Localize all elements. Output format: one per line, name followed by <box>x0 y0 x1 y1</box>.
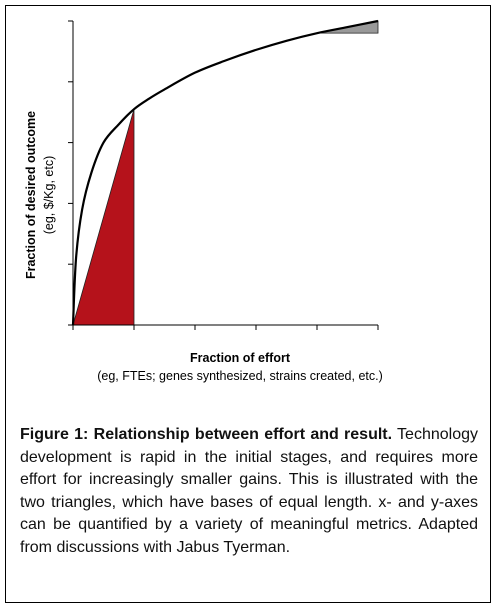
y-axis-label: Fraction of desired outcome (eg, $/Kg, e… <box>22 45 62 345</box>
figure-caption: Figure 1: Relationship between effort an… <box>20 424 478 559</box>
curve-layer <box>71 19 379 326</box>
x-axis-subtitle: (eg, FTEs; genes synthesized, strains cr… <box>97 369 383 383</box>
y-axis-subtitle: (eg, $/Kg, etc) <box>42 155 56 235</box>
axis-layer <box>68 20 379 330</box>
triangle-layer <box>72 20 379 326</box>
effort-result-chart <box>68 19 379 330</box>
caption-title: Figure 1: Relationship between effort an… <box>20 426 393 443</box>
x-axis-title: Fraction of effort <box>190 351 290 365</box>
y-axis-title: Fraction of desired outcome <box>24 110 38 280</box>
figure-frame <box>5 5 491 603</box>
caption-body: Technology development is rapid in the i… <box>20 426 478 556</box>
effort-result-curve <box>71 19 379 326</box>
x-axis-label: Fraction of effort (eg, FTEs; genes synt… <box>0 349 480 385</box>
